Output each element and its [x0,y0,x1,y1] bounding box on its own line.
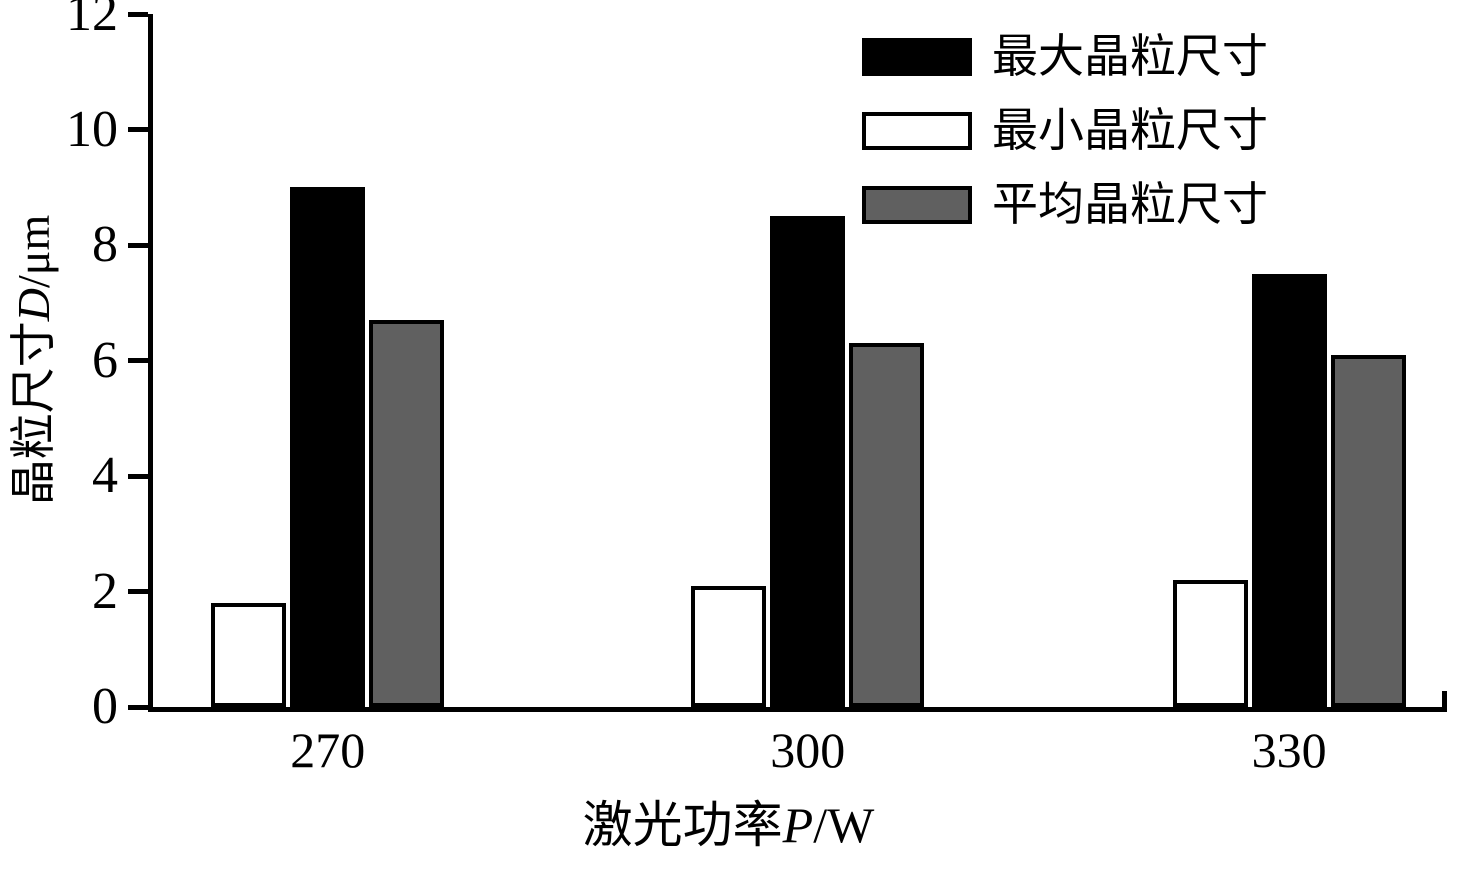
x-tick-label: 270 [290,722,366,778]
bar-series-2-group-2 [1330,354,1406,707]
y-tick [128,473,148,479]
bar-series-2-group-0 [369,320,445,707]
bar-series-0-group-1 [770,216,846,707]
y-tick-label: 6 [92,331,118,389]
legend-item-2: 平均晶粒尺寸 [862,182,1268,228]
y-tick-label: 2 [92,562,118,620]
y-tick-label: 12 [66,0,118,42]
plot-area: 0 2 4 6 8 10 12 270 300 330 [66,0,1447,775]
legend-label: 平均晶粒尺寸 [992,179,1268,230]
legend-label: 最大晶粒尺寸 [992,31,1268,82]
x-axis-variable: P [782,797,814,853]
legend: 最大晶粒尺寸 最小晶粒尺寸 平均晶粒尺寸 [862,34,1268,256]
y-tick-label: 4 [92,447,118,504]
legend-swatch [862,38,972,76]
y-tick [128,127,148,132]
y-tick [128,242,148,248]
y-tick-label: 0 [92,678,118,735]
legend-swatch [862,112,972,150]
x-tick-label: 300 [770,722,846,778]
x-axis-end-tick [1442,691,1447,707]
y-tick [128,589,148,594]
y-tick [128,358,148,363]
bar-series-0-group-0 [290,187,366,707]
legend-item-0: 最大晶粒尺寸 [862,34,1268,80]
x-tick-label: 330 [1251,722,1327,778]
bar-series-2-group-1 [849,343,925,707]
y-tick [128,11,148,17]
legend-label: 最小晶粒尺寸 [992,105,1268,156]
x-axis-title-text: 激光功率 [582,797,783,853]
x-axis-title: 激光功率P/W [0,800,1457,850]
bar-series-1-group-2 [1172,579,1248,707]
legend-item-1: 最小晶粒尺寸 [862,108,1268,154]
y-tick [128,704,148,710]
bar-series-1-group-0 [211,603,287,707]
legend-swatch [862,186,972,224]
bar-series-0-group-2 [1251,273,1327,707]
y-tick-label: 8 [92,216,118,273]
y-axis-variable: D [8,288,59,322]
y-tick-label: 10 [66,100,118,158]
bar-series-1-group-1 [691,585,767,707]
x-axis-unit: /W [813,797,875,853]
